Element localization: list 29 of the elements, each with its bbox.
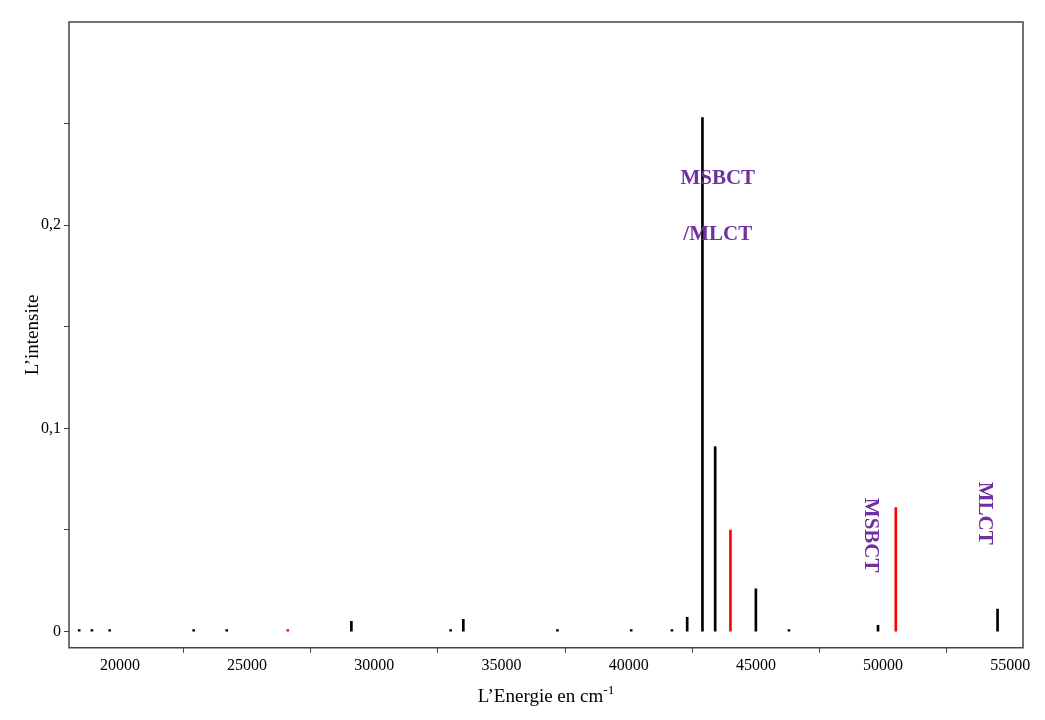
bar xyxy=(225,629,229,632)
bar xyxy=(192,629,195,632)
bar xyxy=(350,621,353,632)
bar xyxy=(77,629,81,632)
bar xyxy=(556,629,559,632)
x-tick-label: 45000 xyxy=(735,655,776,673)
y-tick-label: 0,1 xyxy=(41,418,61,436)
bar xyxy=(629,629,633,632)
bar xyxy=(729,529,732,632)
x-tick-label: 25000 xyxy=(227,655,268,673)
bar xyxy=(108,629,112,632)
bar xyxy=(449,629,452,632)
bar xyxy=(894,507,898,632)
x-tick-label: 30000 xyxy=(354,655,395,673)
annotation: MLCT xyxy=(974,481,999,545)
y-tick-label: 0,2 xyxy=(41,215,61,233)
x-tick-label: 35000 xyxy=(481,655,522,673)
annotation: MSBCT xyxy=(859,497,884,573)
x-tick-label: 20000 xyxy=(99,655,140,673)
bar xyxy=(286,629,290,632)
y-tick-label: 0 xyxy=(53,621,61,639)
x-tick-label: 55000 xyxy=(990,655,1031,673)
y-axis-title: L’intensite xyxy=(21,294,42,376)
bar xyxy=(713,446,717,632)
bar xyxy=(685,616,689,632)
x-tick-label: 50000 xyxy=(863,655,904,673)
x-tick-label: 40000 xyxy=(608,655,649,673)
bar xyxy=(461,619,465,632)
bar xyxy=(996,608,999,632)
